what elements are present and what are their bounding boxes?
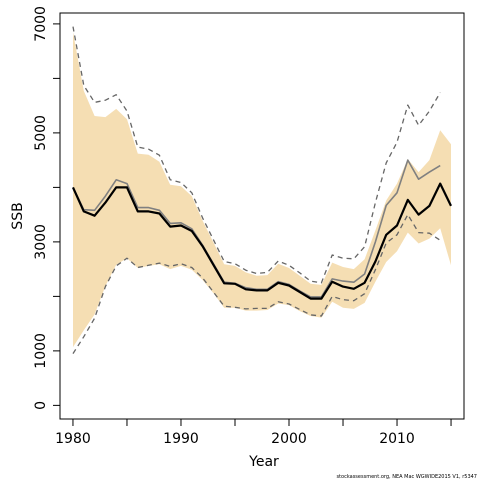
x-axis: 1980 1990 2000 2010 [55,418,452,447]
x-axis-title: Year [248,454,279,470]
previous-lower-ci-line [72,213,441,354]
current-estimate-line [71,182,452,300]
y-axis: 0 1000 3000 5000 7000 [33,6,61,410]
y-tick-label: 7000 [33,6,49,42]
x-tick-label: 1990 [163,431,199,447]
series-lines-layer [71,26,452,354]
x-tick-label: 2010 [379,431,415,447]
y-axis-title: SSB [10,202,26,229]
x-tick-label: 2000 [271,431,307,447]
current-ci-band [73,32,451,348]
ci-band-layer [73,32,451,348]
y-tick-label: 1000 [33,333,49,369]
previous-upper-ci-line [72,26,441,284]
credit-annotation: stockassessment.org, NEA Mac WGWIDE2015 … [336,474,477,480]
y-tick-label: 0 [33,401,49,410]
y-tick-label: 5000 [33,115,49,151]
x-tick-label: 1980 [55,431,91,447]
y-tick-label: 3000 [33,224,49,260]
